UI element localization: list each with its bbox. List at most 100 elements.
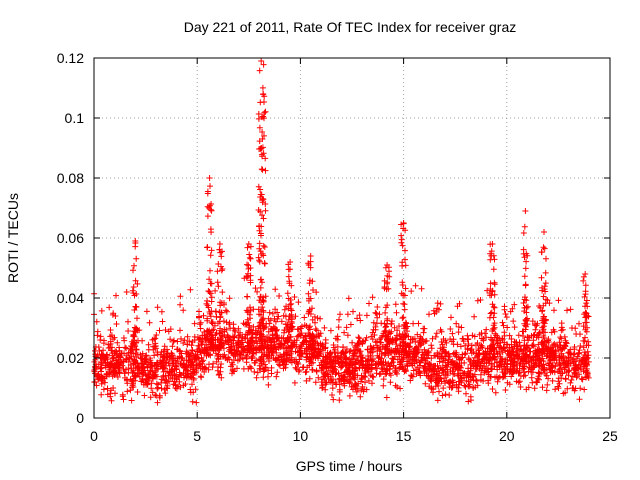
data-point: [94, 373, 101, 380]
data-point: [521, 223, 528, 230]
data-point: [113, 292, 119, 299]
data-point: [572, 325, 579, 332]
data-point: [370, 356, 376, 363]
data-point: [332, 353, 339, 360]
data-point: [326, 352, 333, 359]
data-point: [256, 245, 263, 252]
data-point: [548, 350, 555, 357]
y-tick-label: 0.08: [57, 170, 84, 186]
data-point: [218, 309, 225, 316]
data-point: [415, 369, 422, 376]
data-points: [91, 58, 592, 406]
data-point: [206, 329, 213, 336]
data-point: [124, 380, 131, 387]
data-point: [514, 365, 521, 372]
data-point: [350, 308, 356, 315]
data-point: [101, 375, 108, 382]
data-point: [262, 364, 269, 371]
data-point: [434, 362, 441, 369]
data-point: [123, 345, 130, 352]
data-point: [259, 344, 266, 351]
data-point: [184, 341, 191, 348]
data-point: [447, 326, 454, 332]
data-point: [265, 335, 272, 342]
data-point: [343, 361, 350, 368]
data-point: [410, 320, 417, 327]
data-point: [346, 348, 353, 355]
data-point: [516, 369, 523, 376]
data-point: [515, 355, 522, 361]
data-point: [345, 367, 352, 374]
data-point: [307, 253, 314, 259]
data-point: [227, 325, 234, 332]
data-point: [255, 254, 262, 261]
data-point: [399, 242, 406, 249]
data-point: [125, 318, 131, 325]
data-point: [266, 320, 273, 327]
data-point: [272, 306, 279, 313]
data-point: [368, 357, 375, 364]
data-point: [543, 345, 550, 352]
data-point: [177, 301, 184, 308]
data-point: [165, 372, 172, 379]
data-point: [576, 320, 582, 327]
data-point: [422, 359, 429, 366]
data-point: [538, 249, 545, 256]
data-point: [381, 350, 388, 357]
data-point: [523, 317, 530, 324]
data-point: [189, 381, 195, 388]
data-point: [207, 226, 214, 233]
data-point: [575, 362, 582, 369]
data-point: [281, 327, 288, 334]
data-point: [429, 335, 436, 342]
data-point: [286, 280, 293, 287]
data-point: [259, 144, 266, 151]
data-point: [560, 360, 567, 367]
data-point: [462, 342, 469, 349]
data-point: [486, 314, 493, 321]
data-point: [584, 303, 591, 310]
data-point: [521, 296, 528, 303]
data-point: [513, 378, 520, 385]
data-point: [346, 364, 353, 370]
data-point: [180, 360, 187, 367]
data-point: [154, 304, 161, 311]
data-point: [144, 361, 150, 368]
data-point: [258, 232, 264, 239]
data-point: [521, 337, 528, 344]
data-point: [408, 373, 415, 380]
data-point: [155, 366, 162, 373]
data-point: [428, 345, 435, 352]
data-point: [583, 342, 590, 349]
data-point: [157, 357, 164, 364]
data-point: [262, 155, 269, 162]
data-point: [521, 254, 528, 261]
data-point: [531, 321, 538, 327]
data-point: [471, 333, 478, 340]
data-point: [148, 385, 155, 392]
data-point: [418, 341, 425, 348]
data-point: [247, 304, 253, 311]
data-point: [486, 292, 493, 299]
data-point: [583, 328, 590, 335]
data-point: [258, 166, 265, 173]
data-point: [297, 331, 303, 338]
data-point: [332, 371, 339, 378]
data-point: [352, 367, 359, 374]
data-point: [481, 369, 488, 376]
data-point: [354, 340, 361, 347]
data-point: [366, 300, 372, 307]
data-point: [139, 350, 146, 357]
data-point: [268, 338, 275, 345]
data-point: [541, 318, 548, 324]
data-point: [321, 324, 328, 331]
data-point: [206, 288, 213, 295]
data-point: [576, 396, 583, 403]
data-point: [505, 350, 512, 357]
data-point: [541, 245, 548, 252]
data-point: [97, 333, 104, 340]
data-point: [319, 385, 326, 392]
data-point: [461, 370, 468, 377]
data-point: [200, 312, 207, 319]
data-point: [183, 363, 190, 370]
